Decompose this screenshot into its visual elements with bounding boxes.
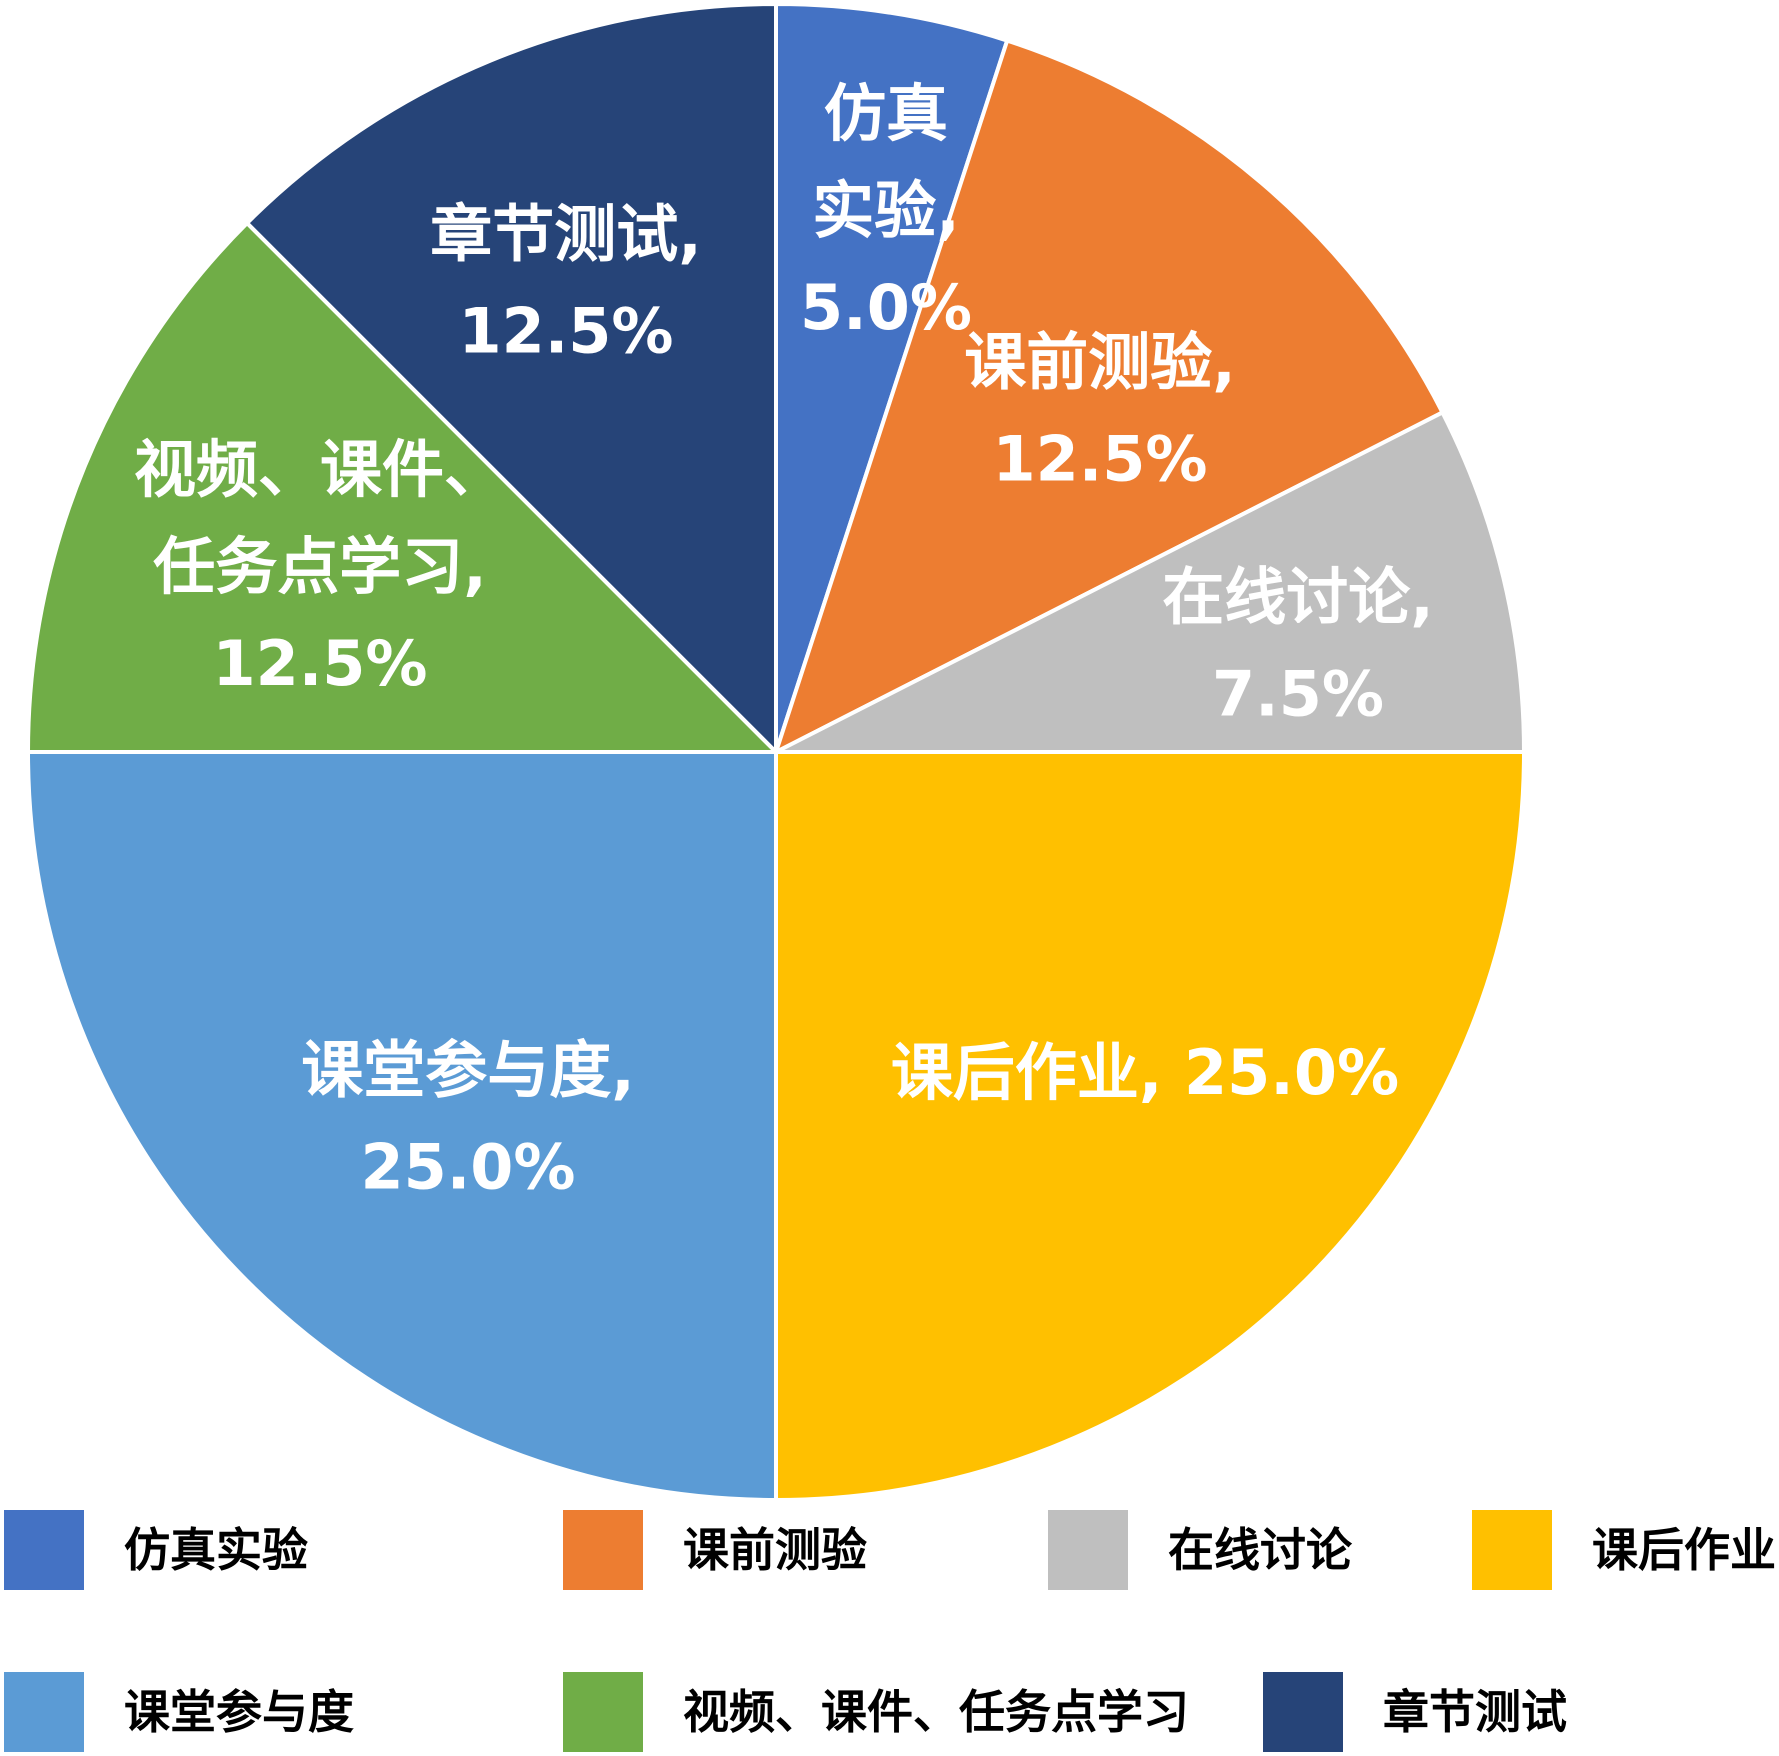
pie-slices [26, 2, 1526, 1502]
pie-slice [774, 410, 1526, 754]
legend-label: 仿真实验 [124, 1523, 308, 1577]
legend-label: 课堂参与度 [124, 1685, 354, 1739]
legend-item: 仿真实验 [4, 1510, 308, 1590]
legend-swatch [4, 1510, 84, 1590]
legend-item: 视频、课件、任务点学习 [563, 1672, 1189, 1752]
legend-label: 视频、课件、任务点学习 [683, 1685, 1189, 1739]
legend-item: 在线讨论 [1048, 1510, 1353, 1590]
pie-slice [245, 2, 778, 754]
legend-item: 课前测验 [563, 1510, 867, 1590]
legend-item: 章节测试 [1263, 1672, 1567, 1752]
legend-swatch [1048, 1510, 1128, 1590]
slice-data-label: 仿真实验, 5.0% [800, 77, 972, 344]
legend-swatch [1263, 1672, 1343, 1752]
pie-slice [774, 2, 1010, 754]
legend-label: 课后作业 [1592, 1523, 1776, 1577]
pie-slice [774, 750, 1526, 1502]
legend-item: 课后作业 [1472, 1510, 1776, 1590]
slice-data-label: 章节测试, 12.5% [430, 198, 702, 368]
legend-label: 课前测验 [683, 1523, 867, 1577]
legend-swatch [563, 1672, 643, 1752]
legend-item: 课堂参与度 [4, 1672, 354, 1752]
legend-swatch [563, 1510, 643, 1590]
slice-data-label: 视频、课件、任务点学习, 12.5% [134, 433, 506, 700]
legend-label: 在线讨论 [1168, 1523, 1353, 1577]
legend-swatch [4, 1672, 84, 1752]
pie-slice [26, 221, 778, 754]
slice-data-label: 课前测验, 12.5% [964, 326, 1236, 496]
pie-data-labels: 仿真实验, 5.0%课前测验, 12.5% 在线讨论, 7.5% 课后作业, 25.0% 课… [134, 77, 1434, 1204]
pie-slice [774, 38, 1445, 754]
slice-data-label: 在线讨论, 7.5% [1162, 561, 1434, 731]
slice-data-label: 课后作业, 25.0% [891, 1036, 1399, 1109]
legend-swatch [1472, 1510, 1552, 1590]
pie-slice [26, 750, 778, 1502]
legend-label: 章节测试 [1383, 1685, 1567, 1739]
slice-data-label: 课堂参与度, 25.0% [301, 1034, 635, 1204]
